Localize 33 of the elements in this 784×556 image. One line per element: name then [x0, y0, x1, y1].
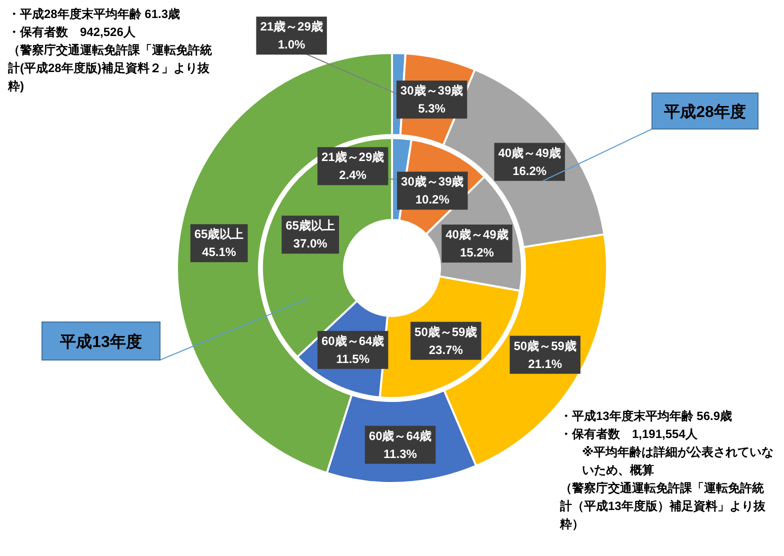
data-label: 15.2% [460, 246, 494, 260]
slice-label: 60歳～64歳 [368, 428, 432, 443]
slice-label: 平成13年度 [59, 332, 142, 351]
data-label: 21.1% [528, 356, 562, 371]
slice-label: 50歳～59歳 [514, 338, 576, 353]
slice-label: 65歳以上 [194, 227, 244, 242]
text: （警察庁交通運転免許課「運転免許統計(平成28年度版)補足資料２」より抜粋) [7, 43, 212, 93]
data-label: 23.7% [428, 342, 464, 357]
data-label: 16.2% [512, 164, 547, 178]
slice-label: 65歳以上 [286, 218, 335, 233]
slice-label: 40歳～49歳 [498, 146, 561, 160]
slice-label: 50歳～59歳 [414, 324, 478, 339]
category-label: 30歳～39歳 [401, 174, 464, 189]
slice-label: 平成28年度 [663, 102, 746, 121]
data-label: 11.5% [336, 352, 370, 366]
data-label: 10.2% [415, 192, 450, 207]
slice-label: 21歳～29歳 [260, 20, 323, 34]
data-label: 45.1% [202, 245, 236, 260]
text: ・平成28年度末平均年齢 61.3歳 [8, 7, 180, 21]
text: ・平成13年度末平均年齢 56.9歳 [560, 409, 732, 423]
text: ・保有者数 942,526人 [8, 25, 136, 39]
text: （警察庁交通運転免許課「運転免許統計（平成13年度版）補足資料」より抜粋） [559, 481, 766, 531]
text: ・保有者数 1,191,554人 [560, 427, 698, 441]
data-label: 37.0% [293, 236, 328, 251]
slice-label: 40歳～49歳 [446, 228, 508, 242]
text: ※平均年齢は詳細が公表されていないため、概算 [582, 445, 774, 477]
data-label: 1.0% [278, 38, 306, 52]
category-label: 60歳～64歳 [321, 334, 384, 348]
data-label: 11.3% [384, 446, 418, 461]
data-label: 5.3% [418, 102, 446, 116]
slice-label: 30歳～39歳 [400, 84, 464, 98]
data-label: 2.4% [339, 168, 367, 182]
slice-label: 21歳～29歳 [321, 150, 384, 164]
